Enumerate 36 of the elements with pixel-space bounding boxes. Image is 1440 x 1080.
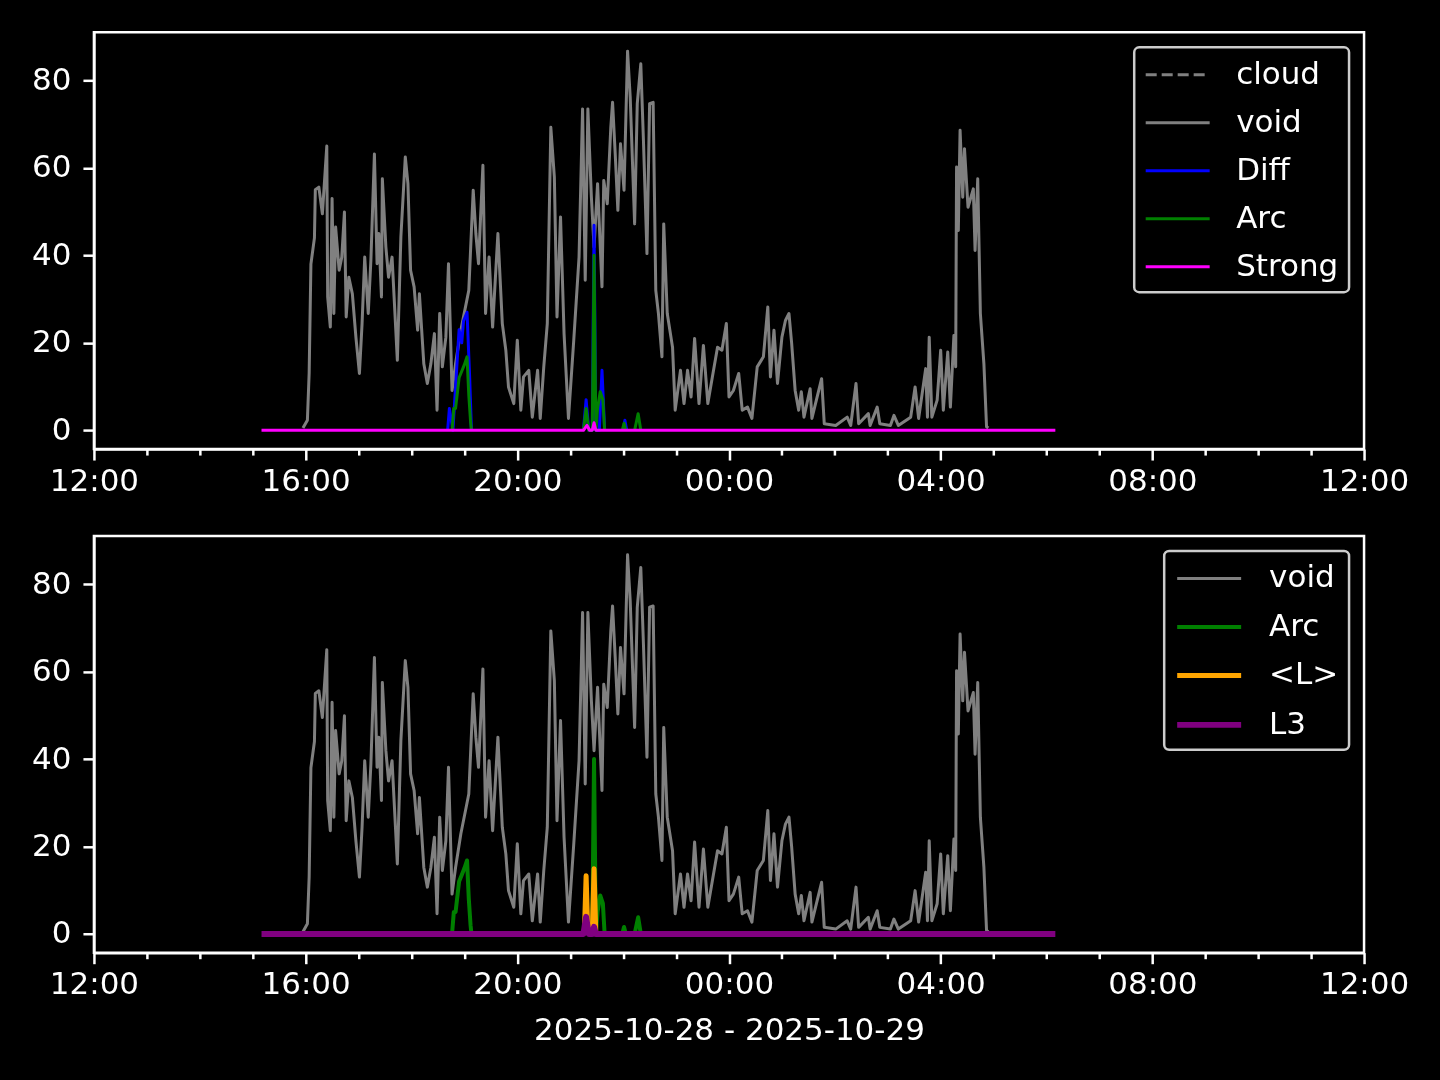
legend-label: void: [1269, 558, 1335, 595]
y-tick-label: 0: [51, 410, 72, 447]
x-tick-label: 00:00: [684, 461, 775, 498]
x-axis-title: 2025-10-28 - 2025-10-29: [534, 1011, 925, 1048]
y-tick-label: 40: [32, 739, 72, 776]
x-tick-label: 04:00: [896, 965, 986, 1002]
x-tick-label: 16:00: [261, 461, 351, 498]
y-tick-label: 40: [32, 235, 72, 272]
x-tick-label: 08:00: [1108, 461, 1198, 498]
legend-label: Strong: [1236, 246, 1339, 283]
y-tick-label: 20: [32, 826, 72, 863]
legend-label: void: [1236, 102, 1302, 139]
x-tick-label: 12:00: [49, 461, 140, 498]
x-tick-label: 00:00: [684, 965, 775, 1002]
legend-label: cloud: [1236, 54, 1321, 91]
y-tick-label: 60: [32, 148, 72, 185]
y-tick-label: 80: [32, 564, 72, 601]
legend-label: Arc: [1236, 198, 1287, 235]
x-tick-label: 12:00: [49, 965, 140, 1002]
y-tick-label: 0: [51, 914, 72, 951]
legend-label: L3: [1269, 704, 1307, 741]
y-tick-label: 60: [32, 652, 72, 689]
y-tick-label: 80: [32, 60, 72, 97]
x-tick-label: 04:00: [896, 461, 986, 498]
legend-label: <L>: [1269, 655, 1339, 692]
x-tick-label: 16:00: [261, 965, 351, 1002]
x-tick-label: 08:00: [1108, 965, 1198, 1002]
line-series: [301, 49, 990, 430]
x-tick-label: 20:00: [473, 461, 563, 498]
x-tick-label: 12:00: [1319, 965, 1410, 1002]
x-tick-label: 20:00: [473, 965, 563, 1002]
legend-label: Diff: [1236, 150, 1291, 187]
x-tick-label: 12:00: [1319, 461, 1410, 498]
y-tick-label: 20: [32, 323, 72, 360]
legend-label: Arc: [1269, 606, 1320, 643]
line-series: [301, 553, 990, 934]
